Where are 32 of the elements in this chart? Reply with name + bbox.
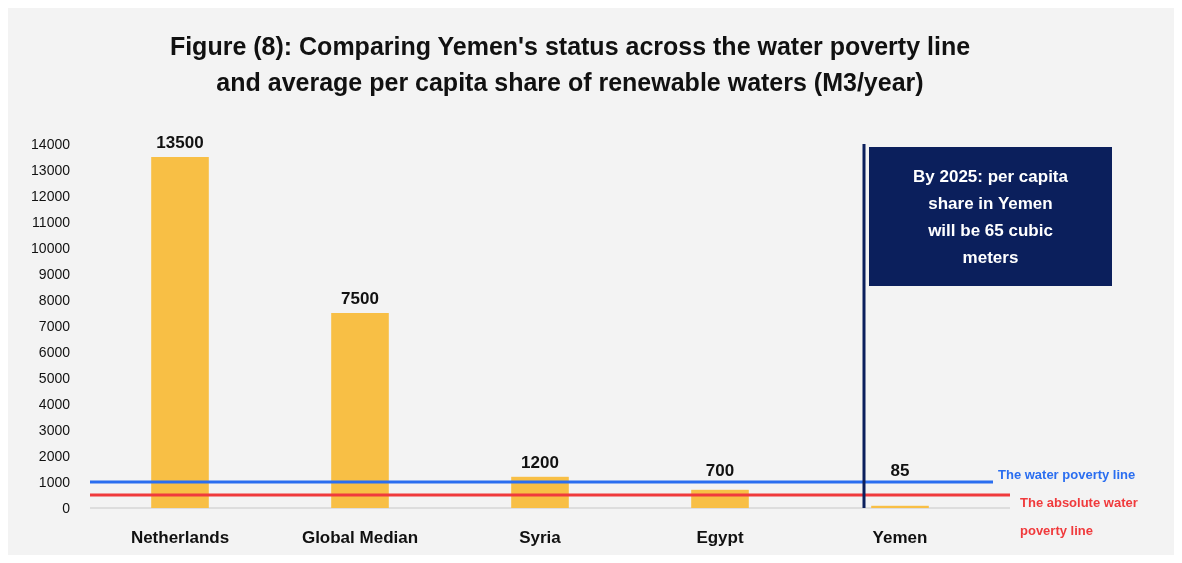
data-label: 7500 — [341, 289, 379, 308]
y-tick-label: 7000 — [38, 318, 71, 334]
y-tick-label: 4000 — [38, 396, 71, 412]
y-tick-label: 2000 — [38, 448, 71, 464]
y-tick-label: 12000 — [31, 188, 71, 204]
bar — [151, 157, 209, 508]
x-tick-label: Global Median — [301, 528, 419, 547]
ref-line-label: The absolute water poverty line — [1020, 495, 1138, 538]
y-tick-label: 1000 — [38, 474, 71, 490]
ref-line-label: The water poverty line — [998, 467, 1136, 482]
x-tick-label: Egypt — [696, 528, 744, 547]
data-label: 1200 — [521, 452, 559, 472]
data-label: 13500 — [156, 133, 204, 152]
x-tick-label: Netherlands — [130, 528, 230, 547]
data-label: 85 — [890, 461, 910, 480]
y-tick-label: 13000 — [31, 162, 71, 178]
bar — [871, 505, 929, 508]
y-tick-label: 8000 — [38, 292, 71, 308]
y-tick-label: 6000 — [38, 344, 71, 360]
y-tick-label: 5000 — [38, 370, 71, 386]
y-tick-label: 9000 — [38, 266, 71, 282]
y-tick-label: 10000 — [31, 240, 71, 256]
y-tick-label: 14000 — [31, 136, 71, 152]
y-tick-label: 0 — [62, 500, 71, 516]
x-tick-label: Syria — [519, 528, 562, 547]
chart-title: Figure (8): Comparing Yemen's status across the water poverty line and average per capita share of renewable waters (M3/year) — [169, 32, 971, 96]
bar — [331, 313, 389, 508]
x-tick-label: Yemen — [872, 528, 928, 547]
y-tick-label: 11000 — [32, 214, 71, 230]
data-label: 700 — [705, 461, 735, 480]
annotation: By 2025: per capita share in Yemen will be 65 cubic meters — [913, 166, 1069, 267]
y-tick-label: 3000 — [38, 422, 71, 438]
